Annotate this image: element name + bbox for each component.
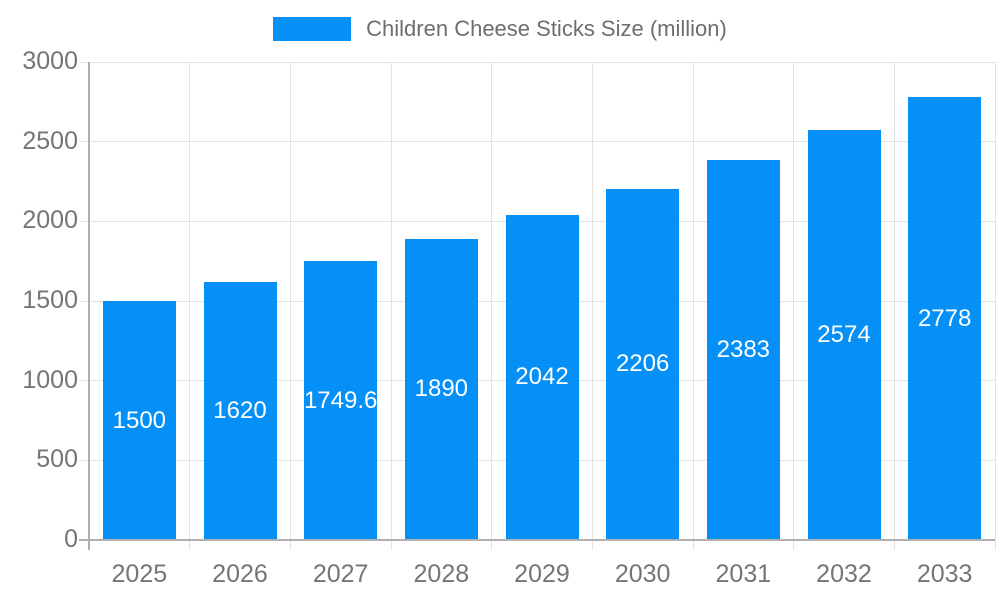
bar-2025 — [102, 301, 176, 539]
v-gridline — [390, 62, 392, 550]
bar-value-label: 2778 — [917, 304, 972, 332]
bar-value-label: 2574 — [817, 320, 871, 348]
bar-2031 — [706, 160, 780, 539]
x-axis-tick-label: 2033 — [916, 560, 973, 588]
bar-value-label: 2383 — [716, 336, 771, 364]
y-axis-tick-label: 2500 — [22, 126, 78, 155]
v-gridline — [491, 62, 493, 550]
bar-value-label: 2042 — [515, 363, 569, 391]
bar-value-label: 2206 — [615, 350, 670, 378]
legend-swatch-icon — [273, 17, 352, 41]
v-gridline — [692, 62, 694, 550]
chart-legend[interactable]: Children Cheese Sticks Size (million) — [0, 16, 1000, 42]
v-gridline — [289, 62, 291, 550]
bar-2030 — [606, 188, 680, 539]
v-gridline — [189, 62, 191, 550]
x-axis-tick-label: 2027 — [312, 560, 369, 588]
x-axis-tick-label: 2025 — [111, 560, 168, 588]
v-gridline — [591, 62, 593, 550]
h-gridline — [79, 61, 995, 63]
x-axis-tick-label: 2029 — [514, 560, 570, 588]
bar-2028 — [404, 238, 478, 539]
bar-2033 — [908, 97, 982, 539]
bar-2029 — [505, 214, 579, 539]
bar-value-label: 1890 — [414, 375, 469, 403]
y-axis-tick-label: 1000 — [22, 365, 78, 394]
v-gridline — [793, 62, 795, 550]
x-axis-tick-label: 2028 — [413, 560, 470, 588]
y-axis-tick-label: 3000 — [22, 47, 78, 75]
bar-2027 — [304, 261, 378, 539]
bar-2032 — [807, 129, 881, 539]
x-axis-line — [79, 539, 995, 541]
bar-value-label: 1500 — [112, 406, 167, 434]
bar-2026 — [203, 281, 277, 539]
y-axis-tick-label: 0 — [64, 525, 78, 553]
y-axis-tick-label: 500 — [36, 445, 78, 474]
x-axis-tick-label: 2026 — [212, 560, 268, 588]
v-gridline — [994, 62, 996, 550]
h-gridline — [79, 141, 995, 143]
bar-value-label: 1749.6 — [303, 386, 378, 414]
x-axis-tick-label: 2032 — [816, 560, 872, 588]
y-axis-tick-label: 1500 — [22, 286, 78, 314]
y-axis-line — [88, 62, 90, 550]
legend-label: Children Cheese Sticks Size (million) — [366, 16, 727, 41]
v-gridline — [893, 62, 895, 550]
x-axis-tick-label: 2031 — [715, 560, 772, 588]
x-axis-tick-label: 2030 — [614, 560, 671, 588]
y-axis-tick-label: 2000 — [22, 206, 78, 235]
bar-value-label: 1620 — [213, 396, 267, 424]
